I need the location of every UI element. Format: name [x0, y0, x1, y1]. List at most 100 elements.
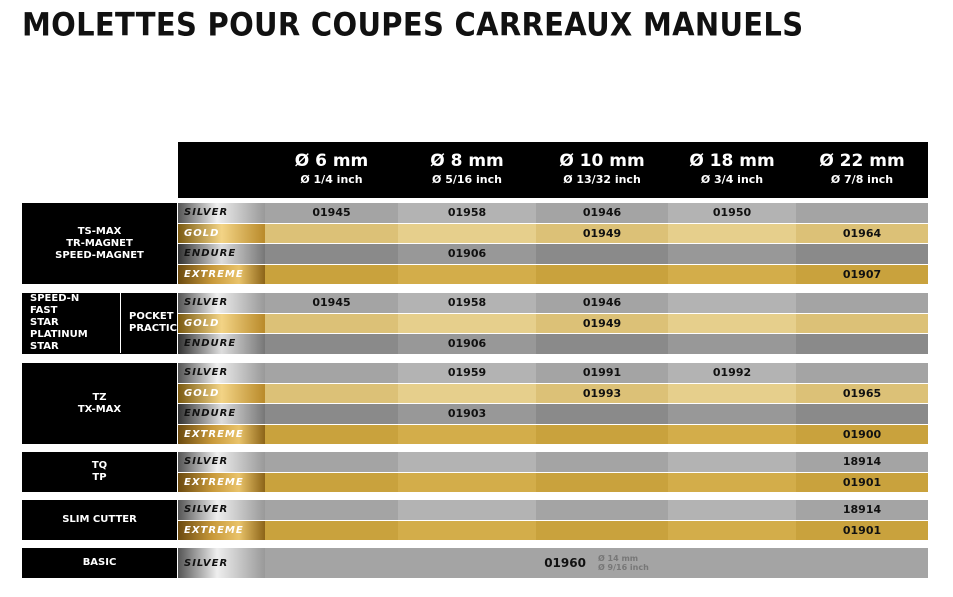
code-cell	[796, 334, 928, 354]
model-name: TQ	[91, 460, 108, 471]
code-cell	[265, 404, 398, 424]
model-name: TR-MAGNET	[66, 237, 133, 249]
model-label: TZ TX-MAX	[22, 363, 177, 444]
code: 01901	[842, 523, 882, 537]
header-inch: Ø 13/32 inch	[563, 173, 641, 186]
model-name: TZ	[92, 391, 107, 403]
code-cell	[668, 424, 796, 444]
code: 01992	[712, 366, 752, 380]
code: 01949	[582, 226, 622, 240]
code: 01901	[842, 475, 882, 489]
code: 01906	[447, 247, 487, 261]
code-cell	[265, 223, 398, 243]
code-cell: 01992	[668, 363, 796, 383]
model-label: TS-MAX TR-MAGNET SPEED-MAGNET	[22, 203, 177, 284]
tier-label: SILVER	[178, 452, 265, 472]
model-name: BASIC	[82, 557, 117, 568]
code: 01945	[312, 296, 351, 310]
code: 01900	[842, 427, 882, 441]
code-cell: 01907	[796, 264, 928, 284]
code-cell	[668, 500, 796, 520]
code: 01907	[842, 267, 882, 281]
note-line: Ø 9/16 inch	[597, 563, 649, 572]
code-cell	[536, 520, 668, 540]
code-cell	[398, 313, 536, 333]
model-label: BASIC	[22, 548, 177, 578]
code-cell: 01901	[796, 472, 928, 492]
code-cell: 01964	[796, 223, 928, 243]
model-name: PRACTIC	[129, 323, 177, 335]
code-cell	[398, 383, 536, 403]
code: 01958	[447, 206, 487, 220]
header-mm: Ø 10 mm	[559, 151, 645, 171]
code-cell	[265, 264, 398, 284]
code-cell	[796, 203, 928, 223]
code: 18914	[842, 455, 882, 469]
code-cell	[668, 244, 796, 264]
code-cell	[536, 404, 668, 424]
tier-label: EXTREME	[178, 264, 265, 284]
code-cell: 18914	[796, 500, 928, 520]
tier-label: GOLD	[178, 313, 265, 333]
code-cell	[265, 500, 398, 520]
code-cell	[265, 424, 398, 444]
code-cell: 01993	[536, 383, 668, 403]
code-cell	[668, 223, 796, 243]
code: 01903	[447, 407, 487, 421]
code-cell: 01945	[265, 203, 398, 223]
model-name: TX-MAX	[77, 403, 122, 415]
code-cell	[536, 264, 668, 284]
model-list: POCKET PRACTIC	[121, 311, 177, 335]
model-name: STAR PLATINUM	[30, 317, 88, 341]
model-list: SPEED-N FAST STAR PLATINUM STAR	[30, 293, 121, 354]
code: 01993	[582, 386, 622, 400]
code-cell: 01958	[398, 203, 536, 223]
code-cell: 01946	[536, 203, 668, 223]
code-cell	[536, 424, 668, 444]
header-mm: Ø 22 mm	[819, 151, 905, 171]
tier-label: ENDURE	[178, 334, 265, 354]
code-cell: 01903	[398, 404, 536, 424]
code: 01945	[312, 206, 351, 220]
code: 01958	[447, 296, 487, 310]
code-cell: 01900	[796, 424, 928, 444]
code-cell	[398, 500, 536, 520]
header-inch: Ø 5/16 inch	[432, 173, 502, 186]
model-label: TQ TP	[22, 452, 177, 492]
code: 01949	[582, 316, 622, 330]
code: 01991	[582, 366, 622, 380]
code-cell	[265, 383, 398, 403]
code-cell: 01991	[536, 363, 668, 383]
header-cell: Ø 18 mm Ø 3/4 inch	[668, 142, 796, 198]
code: 01946	[582, 296, 622, 310]
model-name: FAST	[30, 305, 58, 317]
code-note: Ø 14 mm Ø 9/16 inch	[598, 554, 649, 572]
code-cell	[668, 520, 796, 540]
code-cell	[796, 404, 928, 424]
code-cell	[536, 500, 668, 520]
note-line: Ø 14 mm	[597, 554, 639, 563]
code-cell: 01960 Ø 14 mm Ø 9/16 inch	[265, 548, 928, 578]
header-inch: Ø 7/8 inch	[830, 173, 894, 186]
code-cell	[536, 244, 668, 264]
tier-label: SILVER	[178, 203, 265, 223]
header-inch: Ø 1/4 inch	[300, 173, 363, 186]
code: 01950	[712, 206, 752, 220]
code-cell: 01946	[536, 293, 668, 313]
code: 01946	[582, 206, 622, 220]
header-cell: Ø 10 mm Ø 13/32 inch	[536, 142, 668, 198]
code-cell	[265, 520, 398, 540]
code-cell	[796, 313, 928, 333]
header-cell: Ø 8 mm Ø 5/16 inch	[398, 142, 536, 198]
tier-label: SILVER	[178, 500, 265, 520]
header-blank	[178, 142, 265, 198]
tier-label: SILVER	[178, 293, 265, 313]
code-cell	[536, 334, 668, 354]
code-cell: 01906	[398, 334, 536, 354]
code: 18914	[842, 503, 882, 517]
code-cell: 01901	[796, 520, 928, 540]
model-name: STAR	[30, 341, 59, 353]
header-mm: Ø 18 mm	[689, 151, 775, 171]
code-cell	[668, 334, 796, 354]
